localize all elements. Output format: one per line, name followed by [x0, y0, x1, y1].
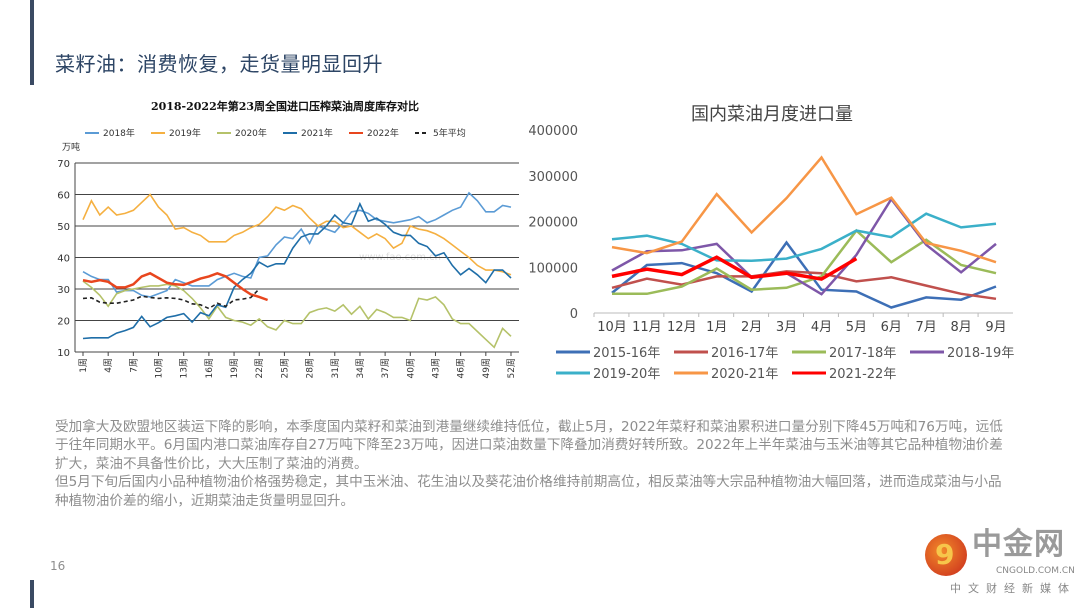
- legend-label: 2021年: [301, 127, 333, 139]
- y-tick-label: 300000: [528, 170, 578, 185]
- series-line: [611, 240, 997, 309]
- series-line: [82, 193, 512, 276]
- x-tick-label: 12月: [667, 320, 697, 335]
- x-tick-label: 34周: [355, 358, 366, 378]
- y-tick-label: 200000: [528, 216, 578, 231]
- accent-bar-bottom: [30, 580, 34, 608]
- x-tick-label: 1周: [78, 358, 89, 373]
- series-line: [611, 196, 997, 296]
- legend-label: 5年平均: [433, 127, 466, 139]
- series-line: [82, 191, 512, 298]
- y-tick-label: 400000: [528, 124, 578, 139]
- x-tick-label: 40周: [405, 358, 416, 378]
- x-tick-label: 5月: [846, 320, 867, 335]
- x-tick-label: 7月: [916, 320, 937, 335]
- y-tick-label: 50: [57, 222, 70, 233]
- series-line: [82, 201, 512, 340]
- x-tick-label: 10月: [597, 320, 627, 335]
- series-line: [82, 288, 260, 310]
- x-tick-label: 49周: [481, 358, 492, 378]
- legend-label: 2019年: [169, 127, 201, 139]
- y-tick-label: 60: [57, 191, 70, 202]
- series-line: [611, 255, 858, 281]
- accent-bar-top: [30, 0, 34, 85]
- x-tick-label: 4月: [811, 320, 832, 335]
- body-text: 受加拿大及欧盟地区装运下降的影响，本季度国内菜籽和菜油到港量继续维持低位，截止5…: [55, 418, 1015, 510]
- chart-title: 国内菜油月度进口量: [691, 104, 853, 125]
- x-tick-label: 43周: [430, 358, 441, 378]
- y-axis-label: 万吨: [62, 141, 80, 153]
- x-tick-label: 1月: [706, 320, 727, 335]
- legend-label: 2022年: [367, 127, 399, 139]
- logo-brand: 中金网: [972, 527, 1065, 562]
- y-tick-label: 0: [570, 307, 578, 322]
- x-tick-label: 16周: [204, 358, 215, 378]
- page-number: 16: [50, 559, 66, 573]
- x-tick-label: 10周: [154, 358, 165, 378]
- x-tick-label: 6月: [881, 320, 902, 335]
- x-tick-label: 3月: [776, 320, 797, 335]
- x-tick-label: 46周: [456, 358, 467, 378]
- x-tick-label: 22周: [254, 358, 265, 378]
- legend-label: 2015-16年: [593, 346, 660, 361]
- y-tick-label: 30: [57, 285, 70, 296]
- cngold-logo: 9 中金网 CNGOLD.COM.CN 中文财经新媒体: [910, 528, 1080, 608]
- y-tick-label: 20: [57, 317, 70, 328]
- series-line: [82, 280, 512, 349]
- y-tick-label: 10: [57, 348, 70, 359]
- legend-label: 2020年: [235, 127, 267, 139]
- series-line: [82, 271, 269, 302]
- x-tick-label: 4周: [103, 358, 114, 373]
- x-tick-label: 37周: [380, 358, 391, 378]
- x-tick-label: 25周: [279, 358, 290, 378]
- x-tick-label: 8月: [950, 320, 971, 335]
- x-tick-label: 52周: [506, 358, 517, 378]
- paragraph-2: 但5月下旬后国内小品种植物油价格强势稳定，其中玉米油、花生油以及葵花油价格维持前…: [55, 474, 1002, 509]
- legend-label: 2017-18年: [829, 346, 896, 361]
- y-tick-label: 100000: [528, 261, 578, 276]
- x-tick-label: 7周: [128, 358, 139, 373]
- x-tick-label: 9月: [985, 320, 1006, 335]
- legend-label: 2018-19年: [947, 346, 1014, 361]
- x-tick-label: 2月: [741, 320, 762, 335]
- chart-title: 2018-2022年第23周全国进口压榨菜油周度库存对比: [151, 99, 419, 113]
- x-tick-label: 13周: [179, 358, 190, 378]
- legend-label: 2021-22年: [829, 367, 896, 382]
- legend-label: 2016-17年: [711, 346, 778, 361]
- y-tick-label: 40: [57, 254, 70, 265]
- logo-emblem-icon: 9: [925, 534, 967, 576]
- x-tick-label: 11月: [632, 320, 662, 335]
- paragraph-1: 受加拿大及欧盟地区装运下降的影响，本季度国内菜籽和菜油到港量继续维持低位，截止5…: [55, 419, 1003, 472]
- legend-label: 2020-21年: [711, 367, 778, 382]
- legend-label: 2019-20年: [593, 367, 660, 382]
- x-tick-label: 19周: [229, 358, 240, 378]
- x-tick-label: 28周: [305, 358, 316, 378]
- series-line: [611, 270, 997, 301]
- legend-label: 2018年: [103, 127, 135, 139]
- y-tick-label: 70: [57, 159, 70, 170]
- x-tick-label: 31周: [330, 358, 341, 378]
- logo-url: CNGOLD.COM.CN: [996, 566, 1075, 576]
- slide-title: 菜籽油：消费恢复，走货量明显回升: [55, 52, 383, 76]
- series-line: [611, 155, 997, 264]
- logo-tagline: 中文财经新媒体: [950, 582, 1076, 595]
